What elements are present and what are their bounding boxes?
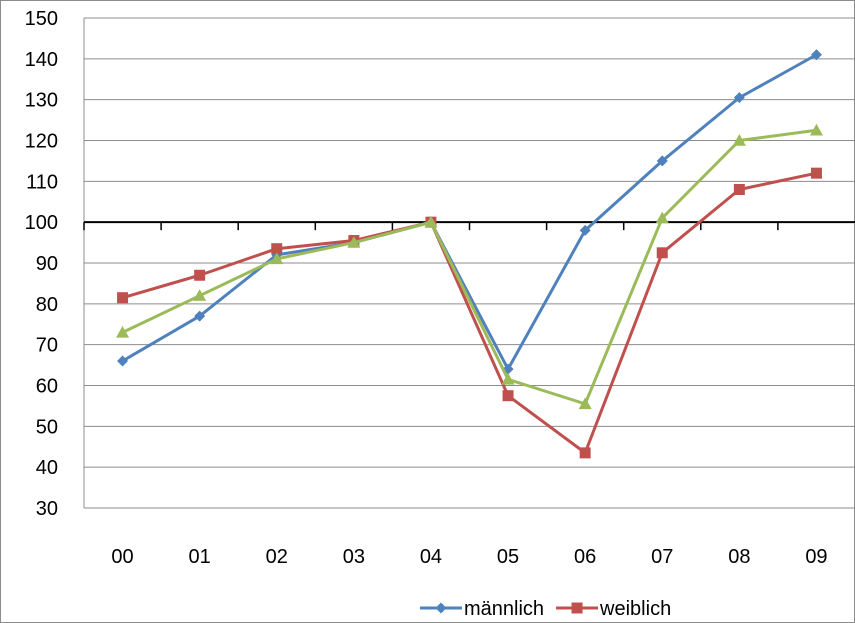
data-point-07 [656, 155, 668, 167]
y-tick-label-140: 140 [25, 49, 58, 71]
y-tick-label-40: 40 [36, 457, 58, 479]
x-tick-label-06: 06 [574, 546, 596, 568]
y-tick-label-80: 80 [36, 294, 58, 316]
series-line [121, 128, 817, 406]
y-axis-tick-labels: 30 40 50 60 70 80 90 100 110 120 130 140 150 [25, 8, 58, 520]
y-tick-label-70: 70 [36, 335, 58, 357]
data-point-00 [116, 325, 130, 338]
data-point-02 [270, 252, 284, 265]
legend-marker [571, 602, 583, 614]
x-axis-tick-labels: 00 01 02 03 04 05 06 07 08 09 [111, 546, 827, 568]
data-point-03 [347, 236, 361, 248]
y-tick-label-120: 120 [25, 131, 58, 153]
data-point-00 [117, 292, 129, 304]
data-point-02 [271, 243, 283, 255]
legend-item-weiblich: weiblich [556, 598, 671, 620]
x-tick-label-05: 05 [497, 546, 519, 568]
y-tick-label-30: 30 [36, 498, 58, 520]
x-tick-label-09: 09 [805, 546, 827, 568]
data-series [116, 49, 823, 459]
legend-label: männlich [464, 598, 544, 620]
series-line [121, 53, 818, 371]
data-point-08 [732, 134, 746, 146]
series-line [122, 171, 817, 455]
data-point-00 [117, 355, 129, 367]
data-point-05 [501, 372, 515, 385]
data-point-08 [733, 184, 745, 195]
data-point-01 [194, 310, 206, 322]
data-point-09 [810, 167, 822, 179]
axes [83, 18, 855, 508]
data-point-06 [578, 397, 592, 410]
data-point-01 [193, 289, 207, 301]
x-tick-label-02: 02 [266, 546, 288, 568]
y-tick-label-130: 130 [25, 90, 58, 112]
legend-label: weiblich [599, 598, 671, 620]
x-tick-label-08: 08 [728, 546, 750, 568]
data-point-08 [733, 92, 745, 104]
data-point-06 [579, 447, 591, 459]
legend: männlich weiblich [420, 598, 671, 620]
data-point-01 [194, 269, 206, 281]
data-point-09 [810, 49, 822, 61]
data-point-09 [809, 123, 823, 136]
data-point-07 [656, 247, 668, 259]
x-tick-label-03: 03 [343, 546, 365, 568]
data-point-06 [579, 224, 591, 236]
legend-item-männlich: männlich [420, 598, 544, 620]
data-point-07 [655, 211, 669, 224]
y-tick-label-150: 150 [25, 8, 58, 30]
y-tick-label-50: 50 [36, 416, 58, 438]
y-tick-label-90: 90 [36, 253, 58, 275]
data-point-05 [502, 390, 514, 402]
x-tick-label-07: 07 [651, 546, 673, 568]
x-tick-label-04: 04 [420, 546, 442, 568]
x-tick-label-00: 00 [111, 546, 133, 568]
y-tick-label-110: 110 [26, 171, 58, 193]
x-tick-label-01: 01 [189, 546, 211, 568]
y-tick-label-60: 60 [36, 376, 58, 398]
y-tick-label-100: 100 [25, 212, 58, 234]
legend-marker [435, 602, 447, 614]
data-point-04 [424, 215, 438, 228]
series-unnamed-2 [116, 123, 823, 410]
